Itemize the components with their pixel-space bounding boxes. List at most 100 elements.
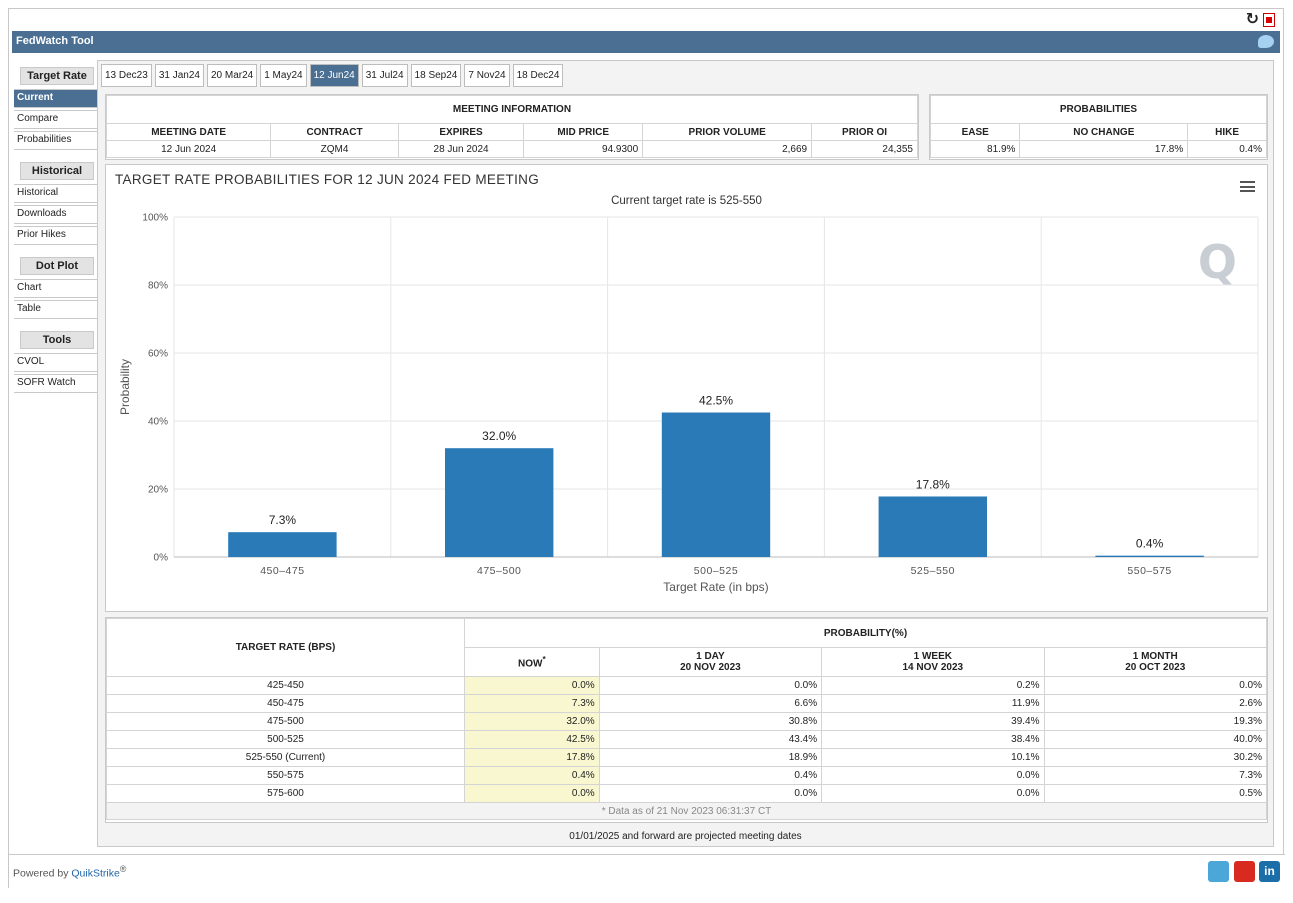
probabilities-header-ease: EASE	[929, 123, 1021, 141]
sidebar-item-downloads[interactable]: Downloads	[14, 205, 98, 224]
probabilities-panel: PROBABILITIES EASE NO CHANGE HIKE 81.9% 17.…	[929, 94, 1268, 160]
linkedin-icon[interactable]: in	[1259, 861, 1280, 882]
grid-cell-prob: 0.2%	[821, 676, 1045, 695]
x-tick-label: 550–575	[1127, 565, 1171, 577]
meeting-header-row: MEETING DATE CONTRACT EXPIRES MID PRICE PRIO…	[105, 123, 918, 141]
data-label-500-525: 42.5%	[699, 394, 733, 408]
tab-20-mar24[interactable]: 20 Mar24	[206, 64, 258, 87]
twitter-share-icon[interactable]	[1208, 861, 1229, 882]
quikstrike-link[interactable]: QuikStrike	[71, 867, 120, 880]
tab-18-sep24[interactable]: 18 Sep24	[410, 64, 462, 87]
y-axis-title: Probability	[118, 359, 132, 415]
table-row: 450-475 7.3% 6.6% 11.9% 2.6%	[105, 694, 1268, 713]
data-label-450-475: 7.3%	[269, 513, 297, 527]
grid-cell-prob: 17.8%	[464, 748, 600, 767]
bar-475-500[interactable]	[445, 448, 554, 557]
sidebar-item-compare[interactable]: Compare	[14, 110, 98, 129]
title-bar: FedWatch Tool	[12, 31, 1280, 53]
grid-cell-prob: 19.3%	[1043, 712, 1268, 731]
grid-cell-rate: 575-600	[105, 784, 466, 803]
meeting-information-panel: MEETING INFORMATION MEETING DATE CONTRACT…	[105, 94, 919, 160]
grid-col-date: 20 OCT 2023	[1125, 662, 1186, 673]
y-tick-label: 40%	[148, 417, 168, 428]
top-icons: ↻	[1246, 11, 1275, 29]
bar-550-575[interactable]	[1095, 555, 1204, 557]
probabilities-header-hike: HIKE	[1187, 123, 1267, 141]
grid-header-row-1: TARGET RATE (BPS) PROBABILITY(%)	[105, 618, 1267, 677]
data-label-525-550: 17.8%	[916, 477, 950, 491]
sidebar-gap	[14, 247, 98, 255]
meeting-information-caption: MEETING INFORMATION	[106, 95, 918, 124]
bar-450-475[interactable]	[228, 532, 337, 557]
sidebar-item-probabilities[interactable]: Probabilities	[14, 131, 98, 150]
meeting-header-mid-price: MID PRICE	[523, 123, 644, 141]
grid-cell-prob: 18.9%	[598, 748, 823, 767]
grid-cell-prob: 38.4%	[821, 730, 1045, 749]
chart-menu-icon[interactable]	[1240, 181, 1255, 192]
youtube-icon[interactable]	[1234, 861, 1255, 882]
grid-cell-prob: 0.5%	[1043, 784, 1268, 803]
tab-18-dec24[interactable]: 18 Dec24	[512, 64, 564, 87]
grid-cell-prob: 0.4%	[598, 766, 823, 785]
tab-1-may24[interactable]: 1 May24	[260, 64, 307, 87]
grid-cell-prob: 0.0%	[464, 784, 600, 803]
table-row: 550-575 0.4% 0.4% 0.0% 7.3%	[105, 766, 1268, 785]
grid-col-date: 14 NOV 2023	[902, 662, 964, 673]
grid-cell-prob: 0.4%	[464, 766, 600, 785]
grid-col-label: 1 MONTH	[1132, 651, 1178, 662]
chart-title: TARGET RATE PROBABILITIES FOR 12 JUN 202…	[115, 172, 539, 187]
tab-7-nov24[interactable]: 7 Nov24	[464, 64, 510, 87]
grid-cell-prob: 2.6%	[1043, 694, 1268, 713]
grid-cell-prob: 0.0%	[821, 766, 1045, 785]
y-tick-label: 100%	[142, 213, 168, 224]
grid-col-1-day: 1 DAY 20 NOV 2023	[598, 647, 823, 677]
data-label-550-575: 0.4%	[1136, 537, 1164, 551]
meeting-header-prior-volume: PRIOR VOLUME	[642, 123, 813, 141]
powered-by: Powered by QuikStrike®	[13, 864, 126, 880]
sidebar-item-current[interactable]: Current	[14, 89, 98, 108]
grid-cell-prob: 6.6%	[598, 694, 823, 713]
sidebar-head-dot-plot: Dot Plot	[20, 257, 94, 275]
tab-13-dec23[interactable]: 13 Dec23	[101, 64, 152, 87]
grid-cell-prob: 11.9%	[821, 694, 1045, 713]
grid-col-label: NOW	[518, 658, 543, 670]
grid-cell-prob: 30.2%	[1043, 748, 1268, 767]
y-tick-label: 80%	[148, 281, 168, 292]
tab-31-jul24[interactable]: 31 Jul24	[361, 64, 408, 87]
meeting-value-expires: 28 Jun 2024	[397, 140, 525, 158]
sidebar-item-chart[interactable]: Chart	[14, 279, 98, 298]
grid-cell-prob: 0.0%	[598, 676, 823, 695]
sidebar-head-target-rate: Target Rate	[20, 67, 94, 85]
data-as-of-note: * Data as of 21 Nov 2023 06:31:37 CT	[106, 802, 1267, 820]
fedwatch-frame: ↻ FedWatch Tool Target Rate Current Compar…	[8, 8, 1285, 888]
grid-cell-prob: 0.0%	[598, 784, 823, 803]
grid-col-note: *	[542, 654, 546, 665]
refresh-icon[interactable]: ↻	[1245, 11, 1259, 28]
grid-col-label: 1 DAY	[696, 651, 725, 662]
sidebar-item-sofr-watch[interactable]: SOFR Watch	[14, 374, 98, 393]
bar-chart: 0% 20% 40% 60% 80% 100% 7.3% 450–475 32.0% 475–50…	[118, 213, 1259, 594]
tab-12-jun24[interactable]: 12 Jun24	[309, 64, 359, 87]
probabilities-value-no-change: 17.8%	[1019, 140, 1189, 158]
meeting-value-contract: ZQM4	[270, 140, 399, 158]
sidebar-item-prior-hikes[interactable]: Prior Hikes	[14, 226, 98, 245]
grid-cell-prob: 0.0%	[464, 676, 600, 695]
powered-by-text: Powered by	[13, 867, 72, 880]
pdf-icon[interactable]	[1263, 13, 1275, 27]
y-tick-label: 0%	[154, 553, 169, 564]
meeting-header-contract: CONTRACT	[270, 123, 399, 141]
twitter-icon[interactable]	[1258, 35, 1274, 48]
sidebar-item-cvol[interactable]: CVOL	[14, 353, 98, 372]
x-tick-label: 525–550	[911, 565, 955, 577]
bar-525-550[interactable]	[878, 496, 987, 557]
grid-header-target-rate: TARGET RATE (BPS)	[105, 618, 466, 677]
x-tick-label: 500–525	[694, 565, 738, 577]
grid-header-row-2: NOW* 1 DAY 20 NOV 2023 1 WEEK 14 NOV 2023 1 M…	[107, 647, 1268, 677]
grid-col-now: NOW*	[464, 647, 600, 677]
sidebar-item-historical[interactable]: Historical	[14, 184, 98, 203]
tab-31-jan24[interactable]: 31 Jan24	[154, 64, 204, 87]
sidebar-item-table[interactable]: Table	[14, 300, 98, 319]
table-row: 525-550 (Current) 17.8% 18.9% 10.1% 30.2%	[105, 748, 1268, 767]
x-tick-label: 475–500	[477, 565, 521, 577]
bar-500-525[interactable]	[661, 412, 771, 558]
